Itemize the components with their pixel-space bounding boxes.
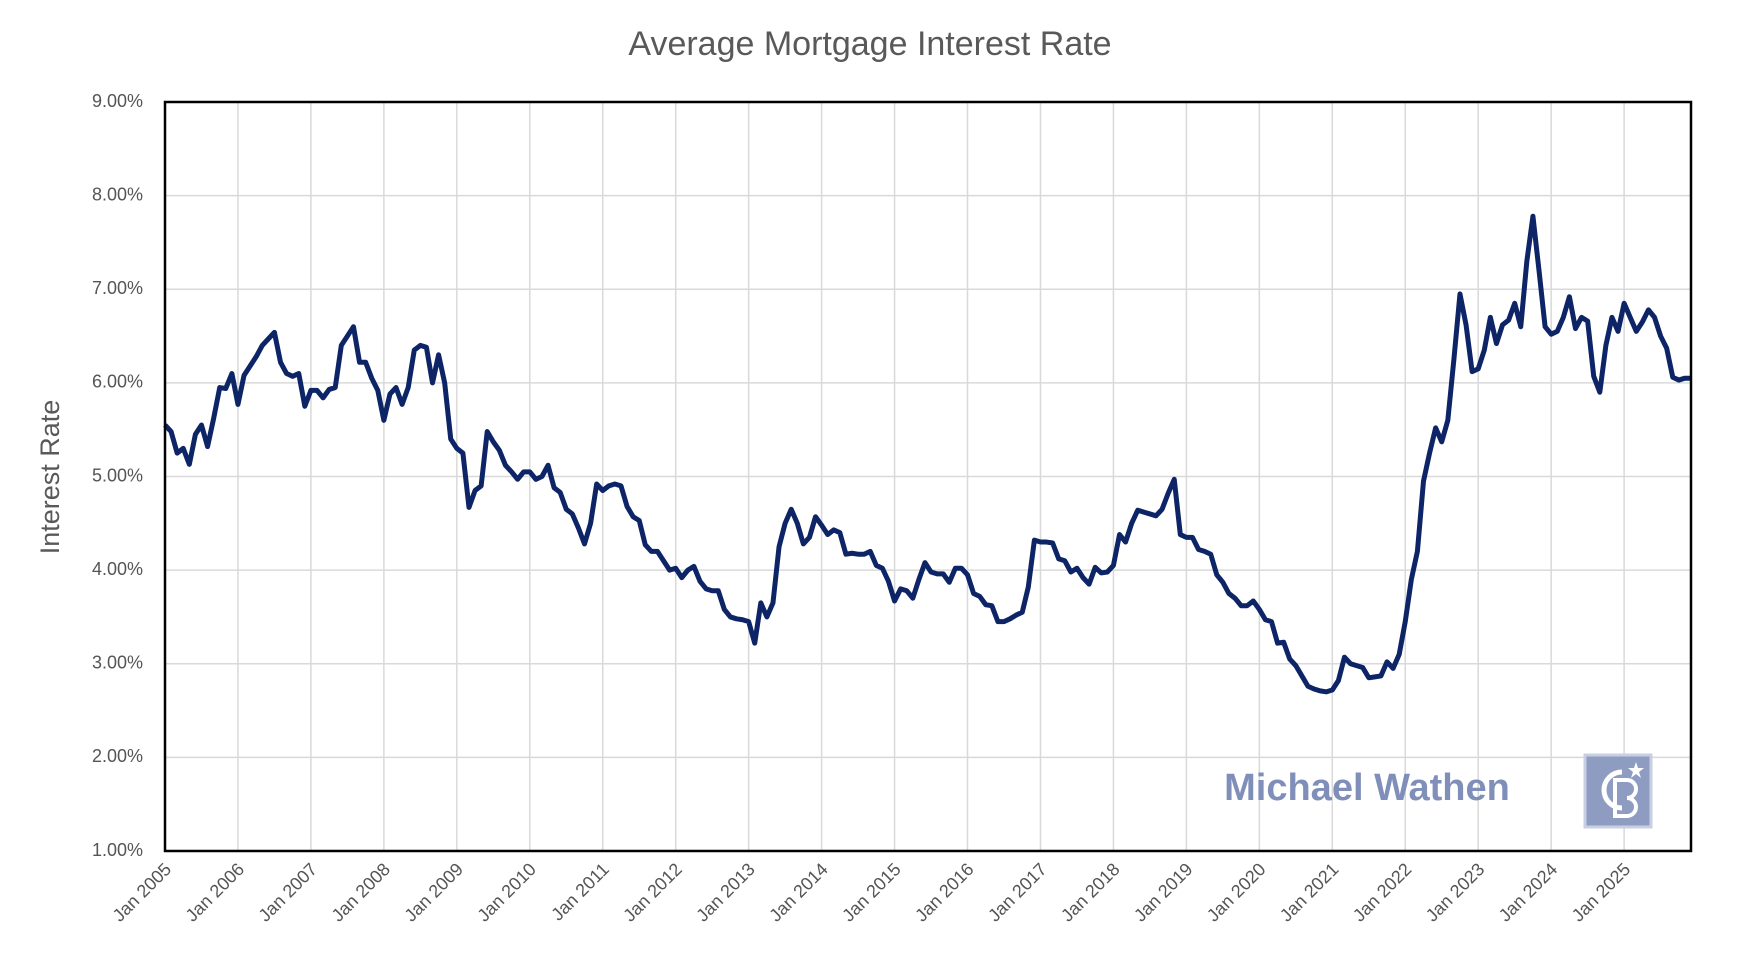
y-tick-label: 5.00% [92, 465, 143, 485]
chart-title: Average Mortgage Interest Rate [628, 25, 1111, 63]
line [163, 213, 1691, 695]
logo-b [1613, 778, 1638, 818]
y-tick-label: 7.00% [92, 278, 143, 298]
y-tick-label: 1.00% [92, 840, 143, 860]
plot-frame [163, 100, 1693, 853]
series [163, 213, 1691, 695]
logo-box [1583, 753, 1653, 829]
y-tick-label: 8.00% [92, 184, 143, 204]
y-tick-label: 6.00% [92, 372, 143, 392]
y-tick-label: 2.00% [92, 746, 143, 766]
grid [164, 101, 1691, 852]
y-axis-label: Interest Rate [35, 400, 65, 555]
y-tick-label: 9.00% [92, 91, 143, 111]
logo [1583, 753, 1653, 829]
watermark: Michael Wathen [1224, 767, 1510, 809]
y-tick-label: 4.00% [92, 559, 143, 579]
logo-star [1628, 762, 1644, 778]
y-tick-label: 3.00% [92, 653, 143, 673]
